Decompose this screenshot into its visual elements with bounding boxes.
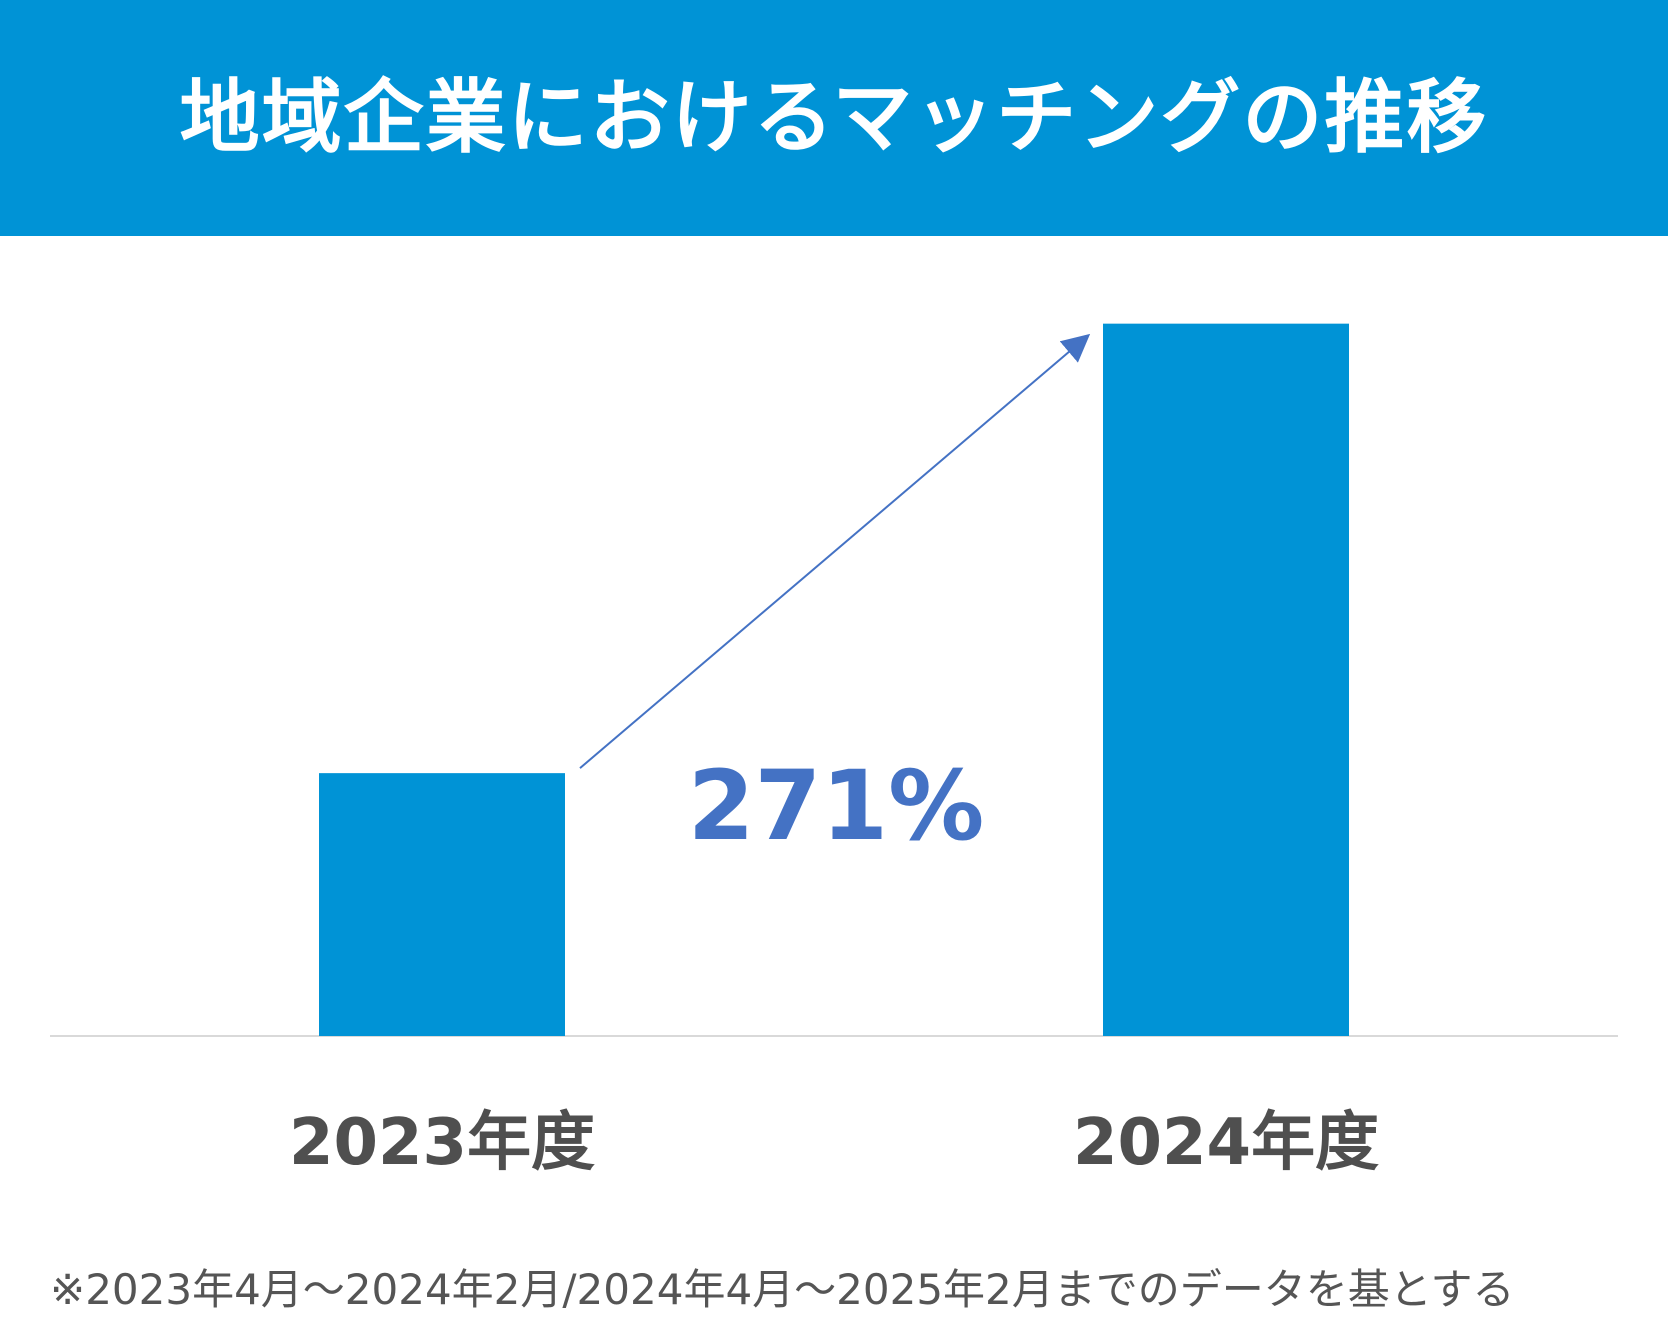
growth-percentage-label: 271% [688,750,985,862]
footnote: ※2023年4月～2024年2月/2024年4月～2025年2月までのデータを基… [50,1265,1515,1314]
x-tick-labels: 2023年度 2024年度 [289,1106,1379,1180]
page-title: 地域企業におけるマッチングの推移 [179,71,1489,164]
bar-1 [319,773,565,1036]
x-tick-label-2: 2024年度 [1073,1106,1379,1180]
bars-group [319,323,1349,1037]
header-banner: 地域企業におけるマッチングの推移 [0,0,1668,236]
x-tick-label-1: 2023年度 [289,1106,595,1180]
bar-2 [1103,323,1349,1037]
growth-arrow [579,333,1091,769]
